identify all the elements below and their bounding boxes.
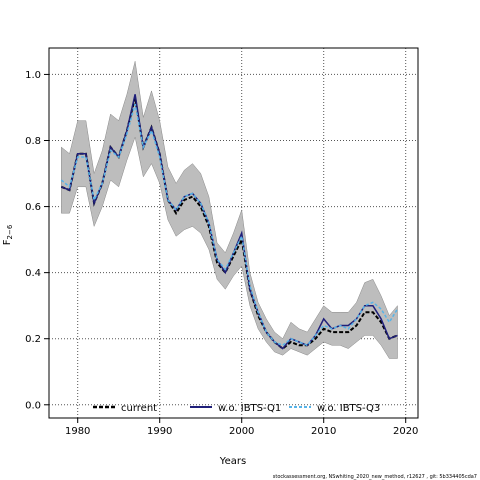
x-tick-label: 2020 xyxy=(393,426,418,437)
y-tick-label: 0.4 xyxy=(25,268,41,279)
y-tick-label: 0.8 xyxy=(25,136,41,147)
y-axis: 0.0 0.2 0.4 0.6 0.8 1.0 xyxy=(25,70,49,411)
y-tick-label: 1.0 xyxy=(25,70,41,81)
footnote: stockassessment.org, NSwhiting_2020_new_… xyxy=(273,474,477,480)
y-axis-label: F2−6 xyxy=(2,224,14,245)
confidence-band xyxy=(61,61,398,359)
y-axis-label-subscript: 2−6 xyxy=(6,224,14,239)
y-axis-label-main: F xyxy=(2,239,13,245)
x-tick-label: 2000 xyxy=(229,426,254,437)
y-tick-label: 0.6 xyxy=(25,202,41,213)
x-tick-label: 1980 xyxy=(65,426,90,437)
x-tick-label: 1990 xyxy=(147,426,172,437)
legend: current w.o. IBTS-Q1 w.o. IBTS-Q3 xyxy=(93,403,380,414)
x-axis: 1980 1990 2000 2010 2020 xyxy=(65,418,418,437)
legend-label-1: current xyxy=(121,403,157,414)
x-axis-label: Years xyxy=(219,456,246,467)
y-tick-label: 0.0 xyxy=(25,400,41,411)
series-line-3 xyxy=(60,104,399,347)
x-tick-label: 2010 xyxy=(311,426,336,437)
y-tick-label: 0.2 xyxy=(25,334,41,345)
legend-label-3: w.o. IBTS-Q3 xyxy=(317,403,380,414)
series-lines xyxy=(60,94,399,350)
plot-frame xyxy=(48,47,419,419)
legend-label-2: w.o. IBTS-Q1 xyxy=(218,403,281,414)
